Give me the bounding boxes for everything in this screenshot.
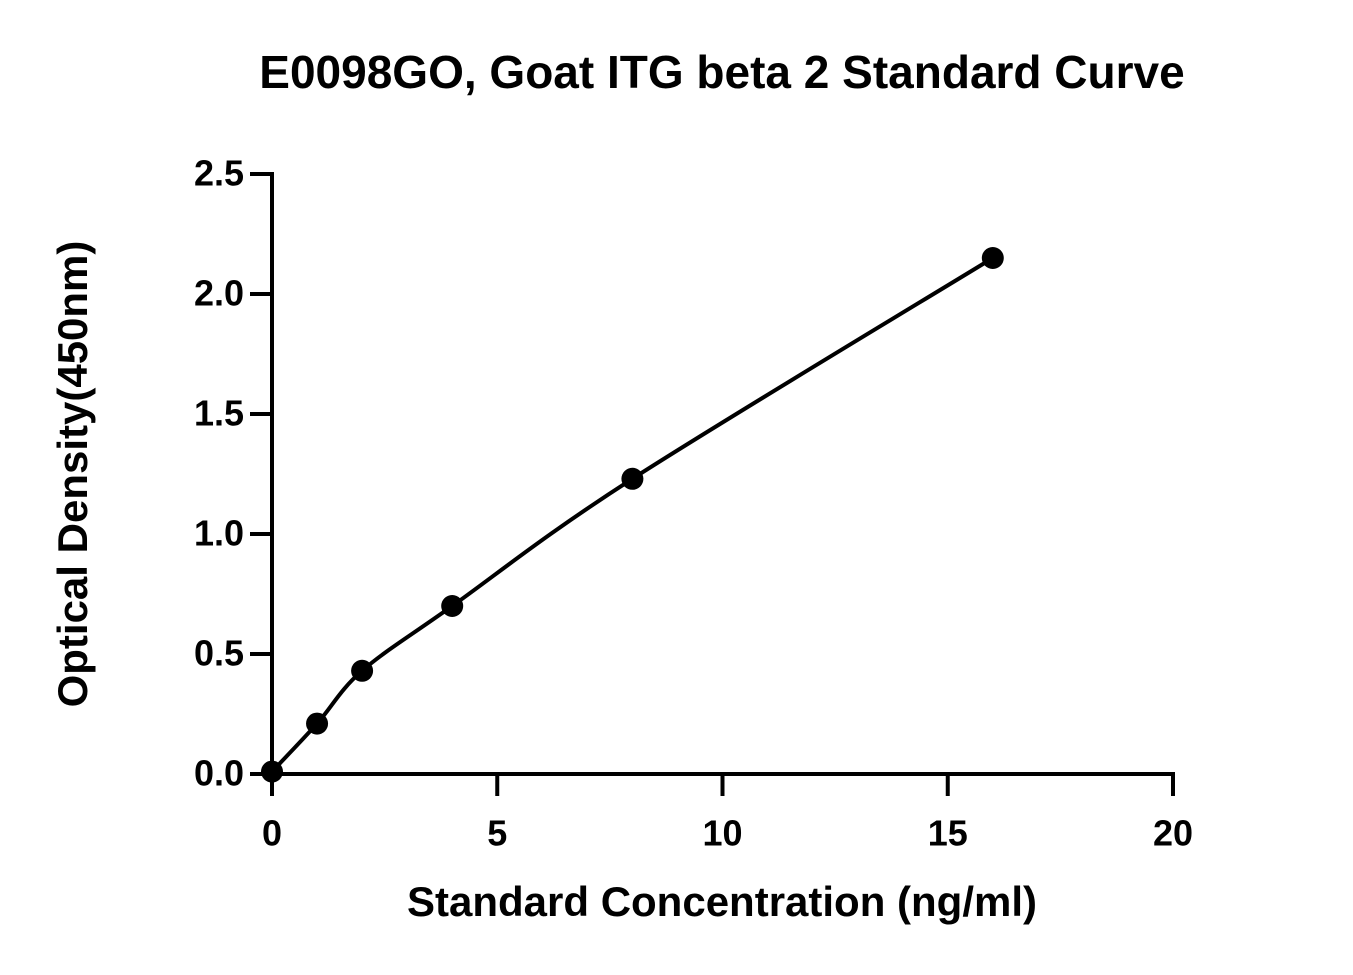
x-tick-label: 5	[487, 813, 507, 854]
x-tick-label: 20	[1153, 813, 1193, 854]
x-axis-label: Standard Concentration (ng/ml)	[407, 878, 1037, 925]
x-tick-label: 0	[262, 813, 282, 854]
y-tick-label: 0.0	[194, 753, 244, 794]
data-point	[981, 247, 1004, 269]
y-tick-label: 2.5	[194, 153, 244, 194]
chart-title: E0098GO, Goat ITG beta 2 Standard Curve	[259, 46, 1184, 98]
data-point	[441, 595, 464, 617]
y-tick-label: 0.5	[194, 633, 244, 674]
y-tick-label: 1.0	[194, 513, 244, 554]
data-point	[261, 760, 283, 783]
fit-curve	[270, 256, 994, 773]
data-point	[306, 712, 329, 735]
y-tick-label: 1.5	[194, 393, 244, 434]
data-point	[351, 659, 374, 682]
y-axis-label: Optical Density(450nm)	[49, 241, 96, 708]
y-tick-label: 2.0	[194, 273, 244, 314]
x-tick-label: 15	[928, 813, 968, 854]
x-tick-label: 10	[702, 813, 742, 854]
data-point	[621, 467, 644, 490]
